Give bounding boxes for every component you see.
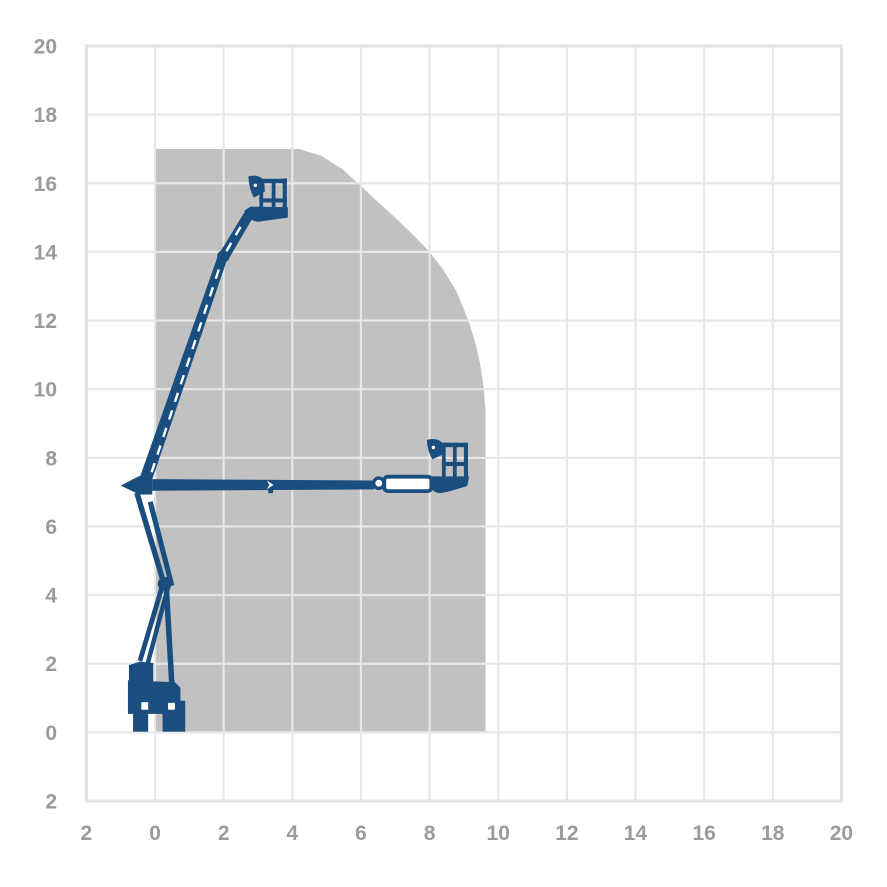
wheel-left: [133, 712, 149, 732]
x-tick-label: 2: [218, 822, 230, 845]
turret: [128, 661, 154, 686]
telescope-section-outline: [382, 474, 434, 493]
platform-raised-jib-rotator: [248, 175, 265, 198]
y-tick-label: 2: [45, 791, 57, 814]
platform-horizontal-rotator-pin: [431, 445, 436, 450]
machine-layer: [120, 175, 470, 732]
chassis-notch-left: [141, 702, 149, 710]
chassis-body: [127, 680, 181, 714]
x-tick-label: 12: [555, 822, 578, 845]
y-tick-label: 10: [34, 379, 57, 402]
platform-horizontal-top-rail: [441, 442, 469, 448]
platform-horizontal-floor: [429, 476, 470, 494]
wheel-right: [162, 712, 177, 732]
x-tick-label: 0: [149, 822, 161, 845]
platform-horizontal: [426, 439, 470, 494]
x-tick-label: 10: [487, 822, 510, 845]
y-tick-label: 18: [34, 104, 58, 127]
riser-upper-link-b: [147, 501, 175, 587]
boom-lift-illustration: [120, 175, 470, 732]
plot-border: [84, 44, 843, 803]
riser-upper-link-a: [134, 492, 166, 583]
platform-horizontal-rail-right: [463, 442, 469, 478]
platform-raised-rail-mid: [271, 179, 276, 208]
y-tick-label: 14: [34, 241, 58, 264]
riser-lift-cylinder: [163, 588, 175, 686]
boom-raised-position: [139, 175, 288, 486]
platform-raised-rotator-pin: [253, 183, 257, 188]
y-tick-label: 0: [45, 722, 57, 745]
platform-horizontal-rail-mid: [452, 442, 457, 478]
chassis: [127, 661, 186, 732]
boom-horizontal-position: [152, 439, 470, 494]
platform-raised-mid-rail: [259, 198, 287, 203]
chassis-notch-right: [168, 702, 175, 710]
horizontal-boom: [152, 479, 374, 491]
x-tick-label: 16: [692, 822, 715, 845]
y-tick-label: 12: [34, 310, 57, 333]
x-tick-label: 14: [624, 822, 648, 845]
y-tick-label: 20: [34, 36, 57, 59]
y-tick-label: 2: [45, 653, 57, 676]
x-tick-label: 18: [761, 822, 785, 845]
x-tick-label: 2: [81, 822, 93, 845]
x-axis-tick-labels: 2 0 2 4 6 8 10 12 14 16 18 20: [81, 822, 854, 845]
y-tick-label: 6: [45, 516, 57, 539]
x-tick-label: 20: [830, 822, 853, 845]
platform-horizontal-mid-rail: [441, 461, 469, 467]
y-tick-label: 8: [45, 447, 57, 470]
working-envelope-region: [155, 148, 486, 733]
platform-horizontal-rail-left: [441, 442, 446, 478]
x-tick-label: 4: [286, 822, 298, 845]
y-tick-label: 16: [34, 173, 57, 196]
envelope-layer: [155, 148, 486, 733]
horizontal-boom-nub: [268, 489, 274, 494]
platform-raised: [244, 175, 288, 222]
x-tick-label: 6: [355, 822, 367, 845]
riser-lower-link-a: [137, 582, 166, 662]
y-tick-label: 4: [45, 585, 57, 608]
raised-boom-telescope-dashline-upper: [225, 221, 245, 252]
chassis-step: [175, 700, 186, 732]
platform-raised-rail-left: [259, 179, 264, 208]
horizontal-boom-section-marker: [266, 480, 274, 490]
platform-horizontal-jib-rotator: [426, 439, 444, 460]
x-tick-label: 8: [424, 822, 436, 845]
main-boom-pivot: [120, 476, 153, 495]
platform-raised-floor: [244, 206, 288, 222]
riser-linkage: [134, 492, 175, 686]
platform-raised-rail-right: [282, 178, 287, 208]
platform-raised-top-rail: [259, 178, 287, 184]
